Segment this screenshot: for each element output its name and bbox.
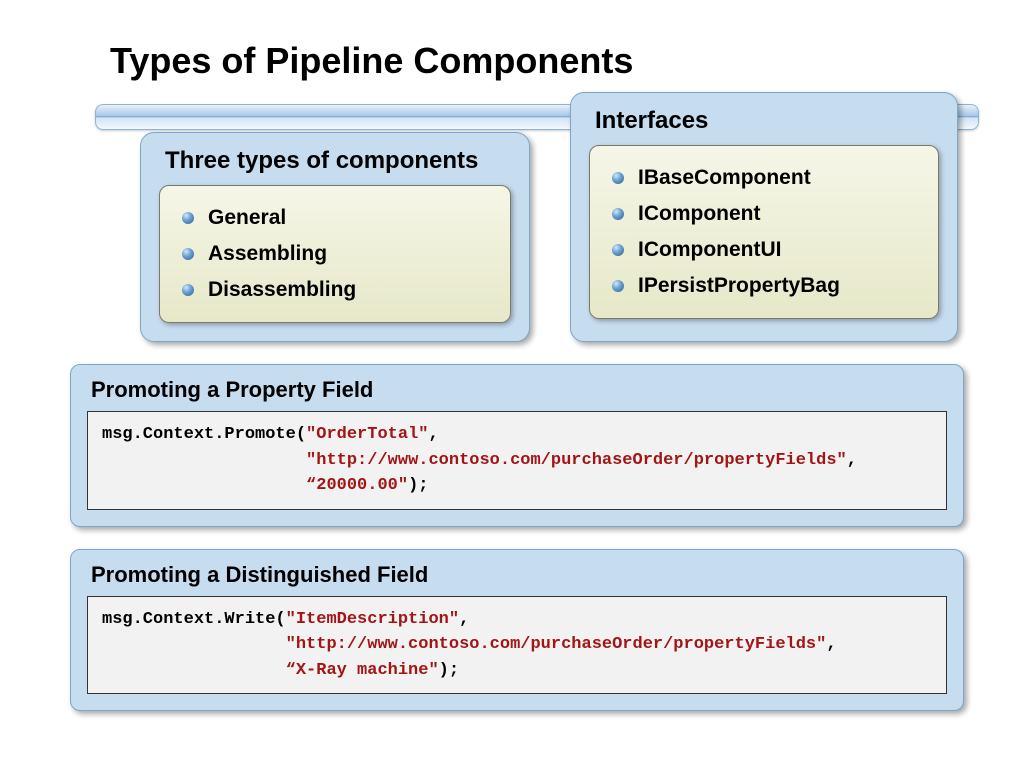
code-string: “X-Ray machine" bbox=[286, 661, 439, 680]
list-item-label: IComponent bbox=[638, 202, 760, 226]
code-string: "OrderTotal" bbox=[306, 425, 428, 444]
top-row: Three types of components General Assemb… bbox=[70, 92, 964, 342]
code-box: msg.Context.Promote("OrderTotal", "http:… bbox=[87, 411, 947, 510]
code-text: ); bbox=[408, 476, 428, 495]
list-item: IComponentUI bbox=[612, 232, 916, 268]
list-item: Assembling bbox=[182, 236, 488, 272]
code-panel-write: Promoting a Distinguished Field msg.Cont… bbox=[70, 549, 964, 712]
code-string: "http://www.contoso.com/purchaseOrder/pr… bbox=[306, 451, 847, 470]
list-item: General bbox=[182, 200, 488, 236]
list-item-label: IComponentUI bbox=[638, 238, 781, 262]
code-text: , bbox=[459, 610, 469, 629]
code-box: msg.Context.Write("ItemDescription", "ht… bbox=[87, 596, 947, 695]
list-item: IComponent bbox=[612, 196, 916, 232]
types-panel-title: Three types of components bbox=[165, 147, 511, 175]
code-text: , bbox=[826, 635, 836, 654]
interfaces-list: IBaseComponent IComponent IComponentUI I… bbox=[612, 160, 916, 304]
list-item-label: Assembling bbox=[208, 242, 327, 266]
code-indent bbox=[102, 476, 306, 495]
code-string: "http://www.contoso.com/purchaseOrder/pr… bbox=[286, 635, 827, 654]
code-text: msg.Context.Write( bbox=[102, 610, 286, 629]
list-item: Disassembling bbox=[182, 272, 488, 308]
code-string: “20000.00" bbox=[306, 476, 408, 495]
code-indent bbox=[102, 635, 286, 654]
interfaces-panel-title: Interfaces bbox=[595, 107, 939, 135]
list-item: IBaseComponent bbox=[612, 160, 916, 196]
code-panel-promote: Promoting a Property Field msg.Context.P… bbox=[70, 364, 964, 527]
code-text: msg.Context.Promote( bbox=[102, 425, 306, 444]
interfaces-inner: IBaseComponent IComponent IComponentUI I… bbox=[589, 145, 939, 319]
code-panel-title: Promoting a Property Field bbox=[91, 377, 947, 403]
list-item-label: IPersistPropertyBag bbox=[638, 274, 840, 298]
code-panel-title: Promoting a Distinguished Field bbox=[91, 562, 947, 588]
code-text: , bbox=[847, 451, 857, 470]
code-text: ); bbox=[439, 661, 459, 680]
code-indent bbox=[102, 451, 306, 470]
page-title: Types of Pipeline Components bbox=[110, 40, 964, 82]
types-panel: Three types of components General Assemb… bbox=[140, 132, 530, 342]
code-text: , bbox=[428, 425, 438, 444]
list-item: IPersistPropertyBag bbox=[612, 268, 916, 304]
list-item-label: Disassembling bbox=[208, 278, 356, 302]
list-item-label: General bbox=[208, 206, 286, 230]
list-item-label: IBaseComponent bbox=[638, 166, 811, 190]
slide: Types of Pipeline Components Three types… bbox=[0, 0, 1024, 768]
types-list: General Assembling Disassembling bbox=[182, 200, 488, 308]
types-inner: General Assembling Disassembling bbox=[159, 185, 511, 323]
code-string: "ItemDescription" bbox=[286, 610, 459, 629]
interfaces-panel: Interfaces IBaseComponent IComponent ICo… bbox=[570, 92, 958, 342]
code-indent bbox=[102, 661, 286, 680]
